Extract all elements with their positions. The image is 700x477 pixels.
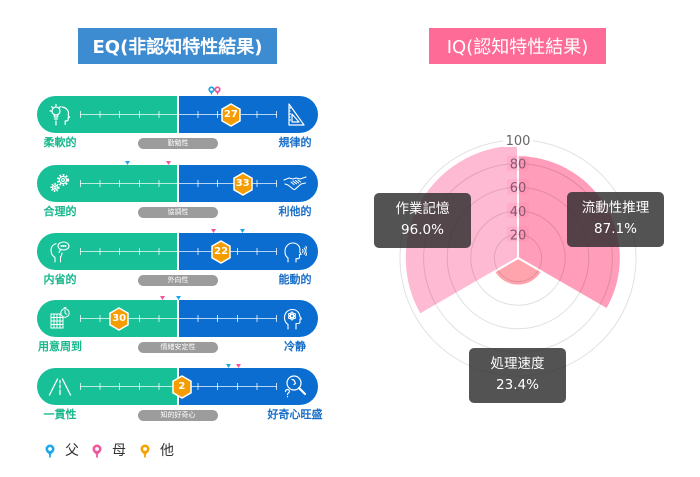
eq-row-curiosity: 2 一貫性 知的好奇心 好奇心旺盛 xyxy=(0,364,340,428)
tooltip-value: 87.1% xyxy=(594,221,637,237)
r-tick-label: 80 xyxy=(507,155,529,173)
trait-label: 協調性 xyxy=(138,207,218,218)
calendar-stopwatch-icon xyxy=(48,306,72,331)
eq-row-emotional-stability: 30 用意周到 情緒安定性 冷静 xyxy=(0,296,340,360)
r-tick-label: 40 xyxy=(507,202,529,220)
svg-text:40: 40 xyxy=(510,205,527,220)
left-pole-label: 柔軟的 xyxy=(43,136,77,149)
mother-marker xyxy=(236,364,242,368)
father-marker xyxy=(175,296,181,300)
svg-text:20: 20 xyxy=(510,228,527,243)
thinking-head-icon xyxy=(48,239,72,264)
sector-processing-speed[interactable] xyxy=(492,256,544,287)
map-pin-icon xyxy=(45,444,55,458)
father-marker xyxy=(226,364,232,368)
score-value: 27 xyxy=(223,109,238,120)
tooltip-label: 流動性推理 xyxy=(581,200,650,216)
right-pole-label: 冷静 xyxy=(284,340,306,353)
head-atom-icon xyxy=(283,306,307,331)
grid-ring xyxy=(493,233,543,283)
trait-label: 知的好奇心 xyxy=(138,410,218,421)
left-pole-label: 一貫性 xyxy=(43,408,77,421)
legend-item-mother: 母 xyxy=(92,442,126,460)
father-marker xyxy=(124,161,130,165)
score-badge: 30 xyxy=(109,307,129,331)
left-pole-label: 内省的 xyxy=(43,273,77,286)
score-value: 33 xyxy=(235,178,250,189)
scale-ticks xyxy=(80,315,277,322)
score-badge: 33 xyxy=(232,172,253,196)
tooltip-working-memory: 作業記憶 96.0% xyxy=(374,193,471,248)
score-value: 2 xyxy=(178,381,186,392)
tooltip-fluid-reasoning: 流動性推理 87.1% xyxy=(567,192,664,247)
mother-marker xyxy=(165,161,171,165)
tooltip-label: 処理速度 xyxy=(490,356,545,372)
radial-tick-labels: 20 40 60 80 100 xyxy=(503,132,533,243)
legend: 父 母 他 xyxy=(0,442,340,460)
trait-label: 外向性 xyxy=(138,275,218,286)
grid-ring xyxy=(470,210,566,306)
right-pole-label: 規律的 xyxy=(278,136,312,149)
map-pin-icon xyxy=(92,444,102,458)
score-value: 22 xyxy=(214,246,229,257)
score-badge: 2 xyxy=(172,375,192,399)
set-square-icon xyxy=(283,102,307,127)
tooltip-value: 96.0% xyxy=(401,222,444,238)
eq-row-agreeableness: 33 合理的 協調性 利他的 xyxy=(0,161,340,225)
scale-ticks xyxy=(80,111,277,118)
r-tick-label: 60 xyxy=(507,179,529,196)
tooltip-value: 23.4% xyxy=(496,377,539,393)
score-badge: 27 xyxy=(221,103,241,127)
tooltip-label: 作業記憶 xyxy=(395,201,450,217)
right-pole-label: 好奇心旺盛 xyxy=(267,408,323,421)
mother-marker xyxy=(214,86,221,95)
mother-marker xyxy=(210,229,216,233)
left-pole-label: 合理的 xyxy=(43,205,77,218)
magnifier-question-icon xyxy=(283,374,307,399)
r-tick-label: 20 xyxy=(507,226,529,243)
svg-text:80: 80 xyxy=(510,158,527,173)
eq-row-extraversion: 22 内省的 外向性 能動的 xyxy=(0,229,340,293)
map-pin-icon xyxy=(140,444,150,458)
father-marker xyxy=(208,86,215,95)
iq-title: IQ(認知特性結果) xyxy=(429,28,606,64)
scale-ticks xyxy=(80,248,277,255)
legend-label: 母 xyxy=(112,443,126,459)
eq-row-diligence: 27 柔軟的 勤勉性 規律的 xyxy=(0,86,340,156)
left-pole-label: 用意周到 xyxy=(38,340,82,353)
legend-item-father: 父 xyxy=(45,442,79,460)
hexagon-icon xyxy=(221,103,241,127)
scale-ticks xyxy=(80,180,277,187)
score-badge: 22 xyxy=(211,240,231,264)
father-marker xyxy=(240,229,246,233)
svg-text:100: 100 xyxy=(506,134,531,149)
lightbulb-head-icon xyxy=(48,102,72,127)
mother-marker xyxy=(159,296,165,300)
trait-label: 情緒安定性 xyxy=(138,342,218,353)
tooltip-processing-speed: 処理速度 23.4% xyxy=(469,348,566,403)
road-icon xyxy=(48,374,72,399)
hexagon-icon xyxy=(109,307,129,331)
eq-title: EQ(非認知特性結果) xyxy=(78,28,277,64)
svg-text:60: 60 xyxy=(510,181,527,196)
handshake-icon xyxy=(283,171,307,196)
hexagon-icon xyxy=(172,375,192,399)
right-pole-label: 利他的 xyxy=(278,205,312,218)
speaking-head-icon xyxy=(283,239,307,264)
right-pole-label: 能動的 xyxy=(278,273,312,286)
gears-icon xyxy=(48,171,72,196)
legend-item-other: 他 xyxy=(140,442,174,460)
hexagon-icon xyxy=(232,172,253,196)
hexagon-icon xyxy=(211,240,231,264)
r-tick-label: 100 xyxy=(503,132,533,149)
trait-label: 勤勉性 xyxy=(138,138,218,149)
score-value: 30 xyxy=(112,313,127,324)
grid-ring xyxy=(446,186,590,330)
legend-label: 他 xyxy=(160,443,174,459)
legend-label: 父 xyxy=(65,443,79,459)
